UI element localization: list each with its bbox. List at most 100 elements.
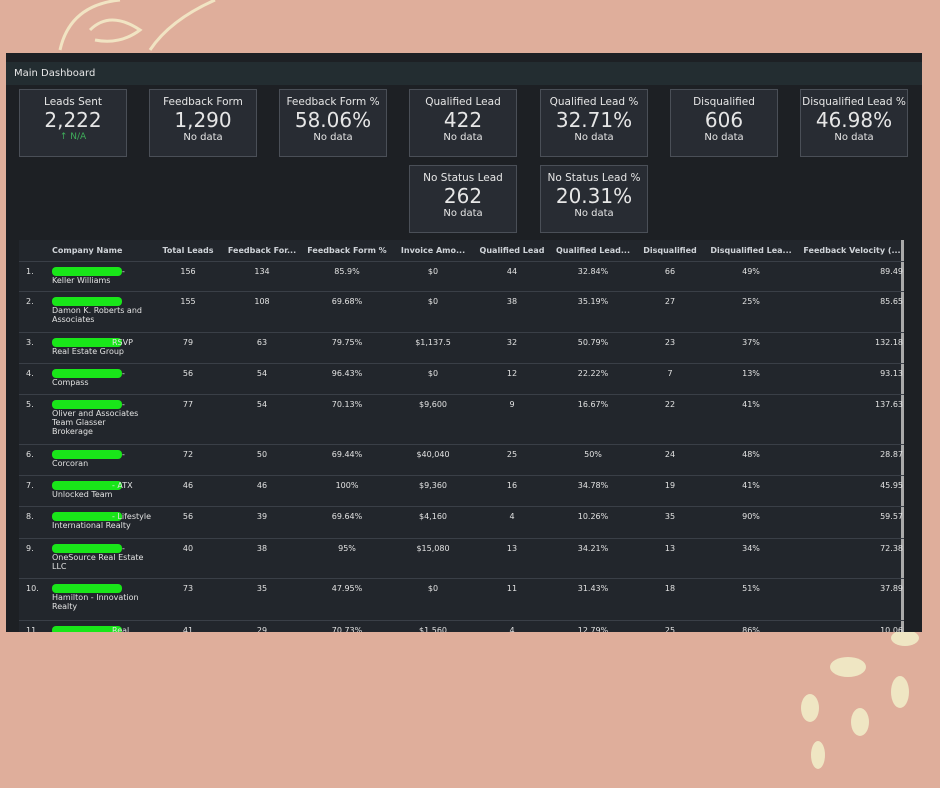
- cell: 11: [506, 584, 518, 593]
- cell: 89.49: [880, 267, 903, 276]
- cell: 24: [664, 450, 676, 459]
- kpi-value: 20.31%: [555, 184, 633, 208]
- kpi-note: No data: [313, 132, 353, 143]
- cell: 79.75%: [331, 338, 363, 347]
- cell: $0: [427, 297, 439, 306]
- kpi-label: Qualified Lead %: [549, 96, 639, 108]
- kpi-label: Leads Sent: [44, 96, 102, 108]
- kpi-label: Disqualified: [693, 96, 755, 108]
- kpi-value: 1,290: [174, 108, 232, 132]
- cell: 134: [254, 267, 270, 276]
- redaction: [52, 297, 122, 306]
- cell: 34.78%: [577, 481, 609, 490]
- cell: 56: [182, 512, 194, 521]
- kpi-label: Feedback Form %: [286, 96, 380, 108]
- cell: 38: [256, 544, 268, 553]
- kpi-note: No data: [443, 132, 483, 143]
- cell: 108: [254, 297, 270, 306]
- redaction: [52, 544, 122, 553]
- rank: 10.: [26, 584, 39, 593]
- table-row: 9. - OneSource Real Estate LLC 40 38 95% $15,08…: [19, 538, 904, 579]
- cell: $1,137.5: [415, 338, 451, 347]
- kpi-note: No data: [704, 132, 744, 143]
- cell: 41%: [742, 481, 760, 490]
- column-header: Invoice Amo...: [400, 246, 466, 255]
- kpi-card: No Status Lead 262 No data: [409, 165, 517, 233]
- kpi-note: No data: [443, 208, 483, 219]
- cell: 69.64%: [331, 512, 363, 521]
- name-line: -: [122, 450, 125, 459]
- company-name: - Corcoran: [52, 450, 125, 468]
- cell: 35: [256, 584, 268, 593]
- cell: 41%: [742, 400, 760, 409]
- kpi-card: Qualified Lead 422 No data: [409, 89, 517, 157]
- column-header: Total Leads: [162, 246, 214, 255]
- name-line: Team Glasser: [52, 418, 106, 427]
- scrollbar[interactable]: [901, 240, 904, 632]
- kpi-card: Disqualified 606 No data: [670, 89, 778, 157]
- cell: 47.95%: [331, 584, 363, 593]
- cell: 32.84%: [577, 267, 609, 276]
- kpi-card: Feedback Form % 58.06% No data: [279, 89, 387, 157]
- cell: 13%: [742, 369, 760, 378]
- cell: $0: [427, 584, 439, 593]
- redaction: [52, 369, 122, 378]
- cell: 44: [506, 267, 518, 276]
- cell: 29: [256, 626, 268, 632]
- cell: 69.44%: [331, 450, 363, 459]
- dashboard-title: Main Dashboard: [6, 62, 922, 85]
- cell: 100%: [335, 481, 359, 490]
- cell: $4,160: [419, 512, 447, 521]
- cell: 66: [664, 267, 676, 276]
- kpi-label: Disqualified Lead %: [802, 96, 906, 108]
- rank: 1.: [26, 267, 34, 276]
- cell: 59.57: [880, 512, 903, 521]
- cell: $9,360: [419, 481, 447, 490]
- name-line: Brokerage: [52, 427, 93, 436]
- company-name: - Oliver and Associates Team Glasser Broker…: [52, 400, 138, 436]
- cell: 35: [664, 512, 676, 521]
- cell: 93.13: [880, 369, 903, 378]
- cell: 13: [506, 544, 518, 553]
- cell: 7: [667, 369, 673, 378]
- kpi-card: Leads Sent 2,222 ↑ N/A: [19, 89, 127, 157]
- name-line: Keller Williams: [52, 276, 111, 285]
- cell: 54: [256, 369, 268, 378]
- name-line: - Lifestyle: [112, 512, 152, 521]
- kpi-value: 606: [704, 108, 744, 132]
- cell: $1,560: [419, 626, 447, 632]
- cell: 51%: [742, 584, 760, 593]
- cell: 22: [664, 400, 676, 409]
- cell: $40,040: [416, 450, 450, 459]
- rank: 2.: [26, 297, 34, 306]
- cell: 25%: [742, 297, 760, 306]
- kpi-label: No Status Lead: [423, 172, 503, 184]
- cell: 95%: [338, 544, 356, 553]
- table-row: 10. Hamilton - Innovation Realty 73 35 47.95%…: [19, 578, 904, 621]
- cell: 13: [664, 544, 676, 553]
- cell: 50%: [584, 450, 602, 459]
- kpi-card: Disqualified Lead % 46.98% No data: [800, 89, 908, 157]
- redaction: [52, 481, 122, 490]
- redaction: [52, 338, 122, 347]
- name-line: -: [122, 369, 125, 378]
- cell: 37.89: [880, 584, 903, 593]
- cell: 132.18: [875, 338, 903, 347]
- cell: 70.73%: [331, 626, 363, 632]
- kpi-card: No Status Lead % 20.31% No data: [540, 165, 648, 233]
- rank: 5.: [26, 400, 34, 409]
- cell: 45.95: [880, 481, 903, 490]
- cell: 79: [182, 338, 194, 347]
- column-header: Disqualified: [643, 246, 697, 255]
- cell: 41: [182, 626, 194, 632]
- company-name: Damon K. Roberts and Associates: [52, 306, 142, 324]
- table-row: 7. - ATX Unlocked Team 46 46 100% $9,360 16 34.7…: [19, 475, 904, 507]
- cell: $15,080: [416, 544, 450, 553]
- cell: 37%: [742, 338, 760, 347]
- kpi-value: 58.06%: [294, 108, 372, 132]
- name-line: Hamilton - Innovation: [52, 593, 139, 602]
- table: Company Name Total Leads Feedback For... Fe…: [19, 240, 904, 632]
- column-header: Feedback Velocity (...: [803, 246, 901, 255]
